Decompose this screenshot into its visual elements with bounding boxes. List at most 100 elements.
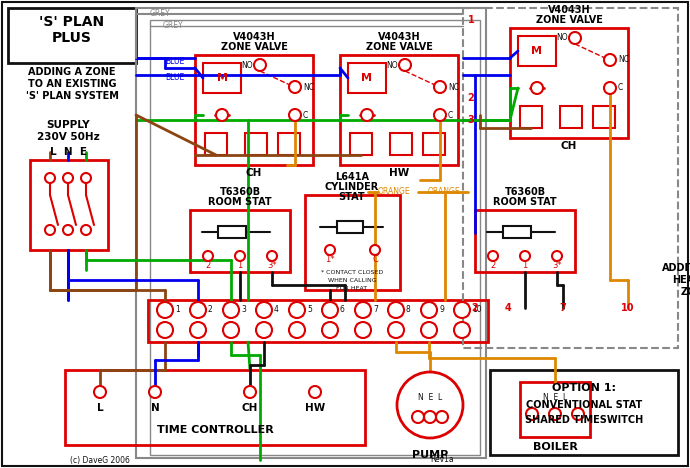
Text: ZONE VALVE: ZONE VALVE — [221, 42, 288, 52]
Text: M: M — [217, 73, 228, 83]
Text: C: C — [303, 110, 308, 119]
Circle shape — [399, 59, 411, 71]
Circle shape — [569, 32, 581, 44]
Bar — [190, 210, 290, 272]
Circle shape — [254, 59, 266, 71]
Bar — [520, 382, 590, 437]
Text: 2: 2 — [208, 306, 213, 314]
Text: CH: CH — [561, 141, 578, 151]
Text: 7: 7 — [560, 303, 566, 313]
Bar — [423, 133, 445, 155]
Circle shape — [94, 386, 106, 398]
Circle shape — [289, 322, 305, 338]
Text: ADDING A ZONE: ADDING A ZONE — [28, 67, 116, 77]
Text: CYLINDER: CYLINDER — [325, 182, 379, 192]
Bar — [340, 55, 458, 165]
Circle shape — [424, 411, 436, 423]
Circle shape — [355, 322, 371, 338]
Text: N  E  L: N E L — [543, 393, 567, 402]
Text: Rev1a: Rev1a — [430, 455, 453, 465]
Bar — [337, 221, 363, 233]
Text: STAT: STAT — [339, 192, 365, 202]
Bar — [350, 133, 372, 155]
Text: HW: HW — [305, 403, 325, 413]
Text: M: M — [531, 46, 542, 56]
Text: BLUE: BLUE — [165, 73, 184, 82]
Text: PLUS: PLUS — [52, 31, 92, 45]
Bar — [593, 106, 615, 128]
Bar — [136, 8, 486, 458]
Bar — [195, 55, 313, 165]
Text: 1: 1 — [237, 262, 243, 271]
Circle shape — [309, 386, 321, 398]
Text: ZONE VALVE: ZONE VALVE — [535, 15, 602, 25]
Text: HW: HW — [389, 168, 409, 178]
Circle shape — [388, 302, 404, 318]
Circle shape — [81, 173, 91, 183]
Circle shape — [157, 322, 173, 338]
Circle shape — [325, 245, 335, 255]
Circle shape — [235, 251, 245, 261]
Bar — [148, 300, 488, 342]
Circle shape — [190, 302, 206, 318]
Circle shape — [421, 322, 437, 338]
Text: 8: 8 — [406, 306, 411, 314]
Text: ZONE VALVE: ZONE VALVE — [366, 42, 433, 52]
Bar — [475, 210, 575, 272]
Circle shape — [63, 173, 73, 183]
Bar — [560, 106, 582, 128]
Bar — [463, 8, 678, 348]
Circle shape — [397, 372, 463, 438]
Circle shape — [289, 109, 301, 121]
Text: WHEN CALLING: WHEN CALLING — [328, 278, 376, 284]
Circle shape — [81, 225, 91, 235]
Text: CONVENTIONAL STAT: CONVENTIONAL STAT — [526, 400, 642, 410]
Text: ZONE: ZONE — [681, 287, 690, 297]
Bar — [245, 133, 267, 155]
Circle shape — [434, 109, 446, 121]
Text: N  E  L: N E L — [418, 393, 442, 402]
Circle shape — [531, 82, 543, 94]
Text: L: L — [97, 403, 104, 413]
Circle shape — [157, 302, 173, 318]
Text: V4043H: V4043H — [377, 32, 420, 42]
Circle shape — [552, 251, 562, 261]
Bar — [218, 226, 246, 238]
Text: 2: 2 — [206, 262, 210, 271]
Text: 'S' PLAN SYSTEM: 'S' PLAN SYSTEM — [26, 91, 119, 101]
Text: 10: 10 — [621, 303, 635, 313]
Text: ROOM STAT: ROOM STAT — [493, 197, 557, 207]
Text: * CONTACT CLOSED: * CONTACT CLOSED — [321, 271, 383, 276]
Circle shape — [549, 408, 561, 420]
Text: L641A: L641A — [335, 172, 369, 182]
Text: SHARED TIMESWITCH: SHARED TIMESWITCH — [525, 415, 643, 425]
Circle shape — [604, 82, 616, 94]
Text: 3: 3 — [468, 115, 475, 125]
Text: 2: 2 — [468, 93, 475, 103]
Circle shape — [454, 322, 470, 338]
Circle shape — [572, 408, 584, 420]
Bar — [65, 370, 365, 445]
Text: 5: 5 — [307, 306, 312, 314]
Bar — [305, 195, 400, 290]
Circle shape — [256, 322, 272, 338]
Circle shape — [355, 302, 371, 318]
Bar — [8, 8, 136, 63]
Text: 3: 3 — [241, 306, 246, 314]
Bar — [503, 226, 531, 238]
Circle shape — [256, 302, 272, 318]
Circle shape — [370, 245, 380, 255]
Text: V4043H: V4043H — [548, 5, 591, 15]
Text: 9: 9 — [439, 306, 444, 314]
Circle shape — [244, 386, 256, 398]
Text: C: C — [448, 110, 453, 119]
Circle shape — [190, 322, 206, 338]
Text: 2: 2 — [472, 303, 478, 313]
Text: ORANGE: ORANGE — [428, 188, 461, 197]
Bar — [205, 133, 227, 155]
Text: NC: NC — [448, 82, 459, 92]
Text: C: C — [618, 83, 623, 93]
Circle shape — [421, 302, 437, 318]
Bar — [510, 28, 628, 138]
Text: 3*: 3* — [267, 262, 277, 271]
